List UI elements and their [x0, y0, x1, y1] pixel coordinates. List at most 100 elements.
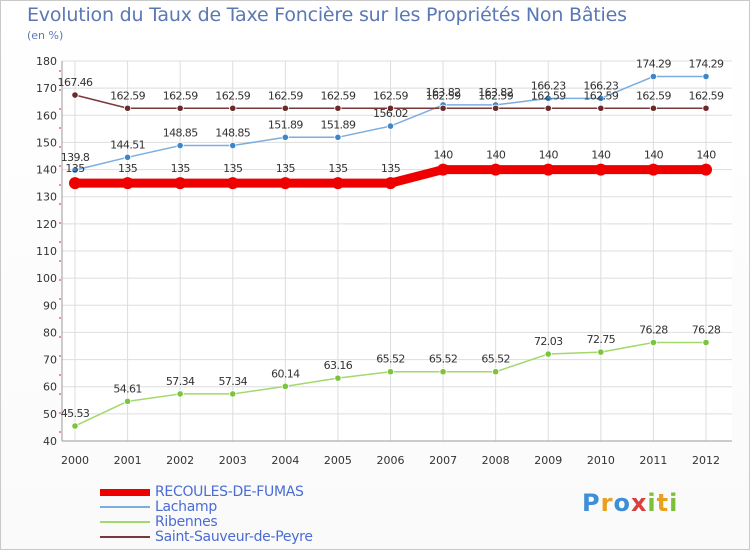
data-point-saint-sauveur	[702, 104, 710, 112]
x-tick-label: 2004	[271, 454, 299, 467]
data-point-saint-sauveur	[229, 104, 237, 112]
data-label-recoules: 135	[276, 162, 296, 175]
data-label-lachamp: 151.89	[268, 118, 303, 131]
legend-swatch-ribennes	[100, 521, 150, 523]
data-label-ribennes: 65.52	[429, 353, 458, 366]
data-point-recoules	[542, 163, 555, 176]
y-tick-label: 50	[43, 408, 57, 421]
data-label-saint-sauveur: 162.59	[689, 89, 724, 102]
data-label-lachamp: 151.89	[320, 118, 355, 131]
x-tick-label: 2000	[61, 454, 89, 467]
data-point-recoules	[121, 177, 134, 190]
data-point-ribennes	[386, 368, 395, 376]
data-label-recoules: 140	[644, 149, 664, 162]
x-tick-label: 2006	[377, 454, 405, 467]
data-point-lachamp	[176, 141, 184, 150]
data-label-recoules: 135	[65, 162, 85, 175]
data-label-recoules: 135	[171, 162, 191, 175]
data-label-ribennes: 72.03	[534, 335, 563, 348]
y-tick-label: 180	[36, 55, 57, 68]
data-label-lachamp: 166.23	[531, 79, 566, 92]
y-tick-label: 90	[43, 299, 57, 312]
data-label-ribennes: 45.53	[61, 407, 90, 420]
data-point-lachamp	[229, 141, 237, 150]
data-label-ribennes: 60.14	[271, 367, 300, 380]
data-point-recoules	[331, 177, 344, 190]
data-label-recoules: 135	[381, 162, 401, 175]
x-tick-label: 2003	[219, 454, 247, 467]
data-point-recoules	[437, 163, 450, 176]
data-point-lachamp	[334, 133, 342, 141]
data-point-ribennes	[597, 348, 605, 356]
data-point-ribennes	[334, 374, 342, 382]
data-point-recoules	[69, 177, 81, 190]
data-point-ribennes	[439, 368, 447, 376]
x-tick-label: 2010	[587, 454, 615, 467]
x-tick-label: 2008	[482, 454, 510, 467]
data-point-ribennes	[176, 390, 184, 398]
data-label-recoules: 140	[539, 149, 559, 162]
data-point-recoules	[174, 177, 187, 190]
legend-swatch-saint-sauveur	[100, 536, 150, 538]
data-label-saint-sauveur: 162.59	[636, 89, 671, 102]
legend-label-ribennes: Ribennes	[155, 514, 218, 530]
proxiti-logo: Proxiti	[582, 489, 679, 517]
data-label-saint-sauveur: 162.59	[373, 89, 408, 102]
y-tick-label: 150	[36, 136, 57, 149]
legend-label-saint-sauveur: Saint-Sauveur-de-Peyre	[155, 529, 313, 545]
data-label-ribennes: 65.52	[481, 353, 510, 366]
y-tick-label: 110	[36, 245, 57, 258]
data-point-ribennes	[492, 368, 500, 376]
data-label-saint-sauveur: 162.59	[320, 89, 355, 102]
x-tick-label: 2005	[324, 454, 352, 467]
data-label-saint-sauveur: 162.59	[531, 89, 566, 102]
data-point-recoules	[226, 177, 239, 190]
data-point-saint-sauveur	[544, 104, 552, 112]
data-label-lachamp: 174.29	[689, 57, 724, 70]
legend-item-recoules: RECOULES-DE-FUMAS	[100, 484, 360, 500]
legend-swatch-recoules	[100, 489, 150, 496]
data-label-lachamp: 166.23	[583, 79, 618, 92]
data-label-ribennes: 63.16	[324, 359, 353, 372]
legend-label-lachamp: Lachamp	[155, 499, 217, 515]
data-label-saint-sauveur: 162.59	[426, 89, 461, 102]
data-point-saint-sauveur	[492, 104, 500, 112]
data-label-saint-sauveur: 162.59	[268, 89, 303, 102]
data-label-recoules: 135	[328, 162, 348, 175]
x-tick-label: 2001	[114, 454, 142, 467]
data-point-saint-sauveur	[597, 104, 605, 112]
data-point-lachamp	[597, 94, 605, 102]
x-tick-label: 2011	[639, 454, 667, 467]
data-point-recoules	[384, 177, 397, 190]
y-tick-label: 170	[36, 82, 57, 95]
data-label-lachamp: 156.02	[373, 107, 408, 120]
data-label-saint-sauveur: 162.59	[215, 89, 250, 102]
data-label-ribennes: 65.52	[376, 353, 405, 366]
data-point-recoules	[489, 163, 502, 176]
y-tick-label: 80	[43, 326, 57, 339]
data-point-saint-sauveur	[71, 91, 79, 99]
data-label-ribennes: 57.34	[219, 375, 248, 388]
data-point-lachamp	[123, 153, 132, 161]
x-tick-label: 2002	[166, 454, 194, 467]
data-label-lachamp: 163.82	[478, 86, 513, 99]
data-point-ribennes	[281, 382, 289, 390]
data-label-ribennes: 72.75	[587, 333, 616, 346]
data-point-ribennes	[649, 338, 658, 347]
legend-swatch-lachamp	[100, 506, 150, 508]
data-label-lachamp: 139.8	[61, 151, 90, 164]
data-label-recoules: 140	[591, 149, 611, 162]
data-label-recoules: 135	[118, 162, 138, 175]
data-point-recoules	[279, 177, 292, 190]
y-tick-label: 60	[43, 381, 57, 394]
data-label-ribennes: 76.28	[639, 324, 668, 337]
data-point-recoules	[647, 163, 660, 176]
data-point-ribennes	[702, 338, 710, 347]
data-label-ribennes: 76.28	[692, 324, 721, 337]
data-point-ribennes	[71, 422, 79, 430]
y-tick-label: 40	[43, 435, 57, 448]
y-tick-label: 100	[36, 272, 57, 285]
data-point-ribennes	[544, 350, 552, 358]
x-tick-label: 2009	[534, 454, 562, 467]
